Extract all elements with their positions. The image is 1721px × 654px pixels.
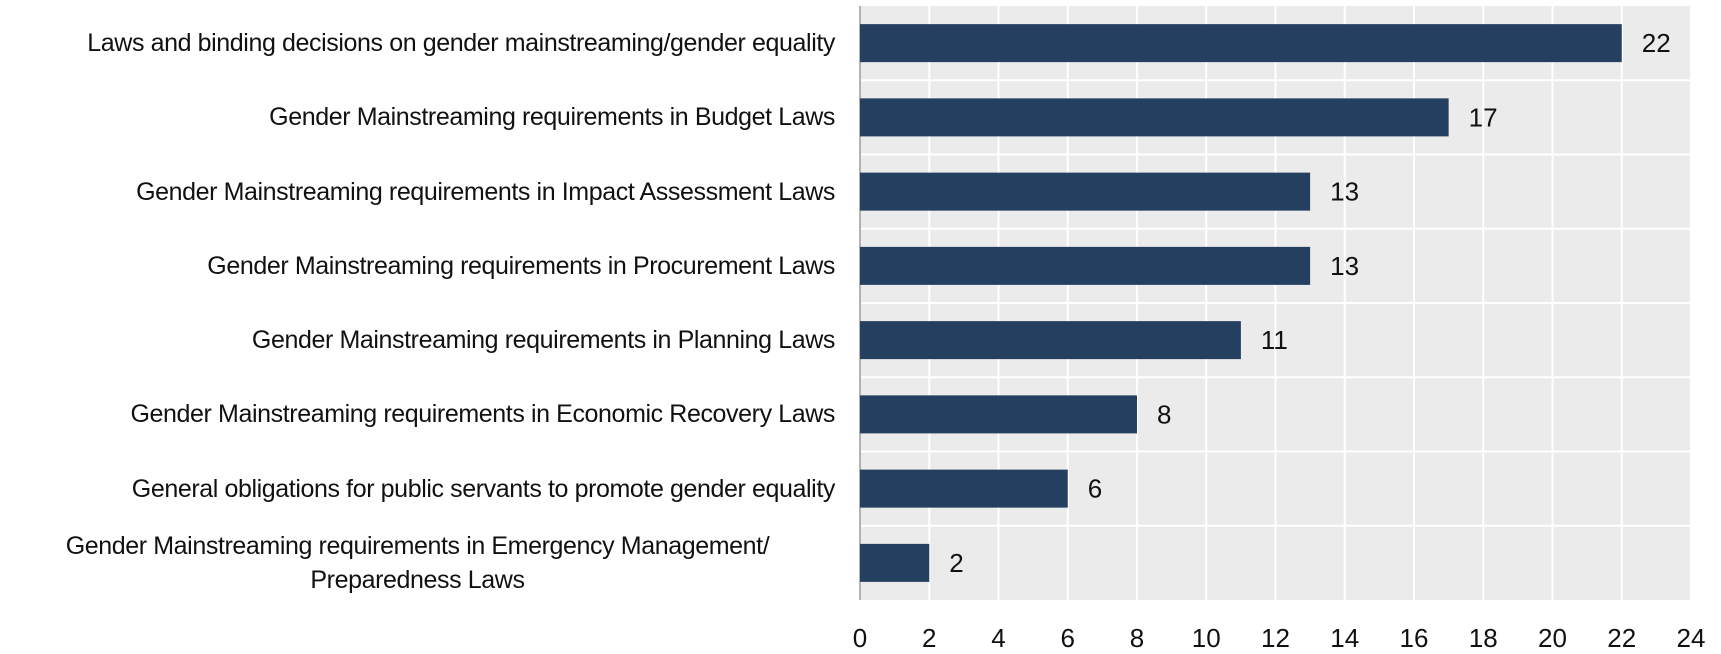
x-tick-label: 4 [991, 623, 1005, 653]
bar [860, 469, 1068, 508]
x-tick-label: 10 [1192, 623, 1221, 653]
bar [860, 98, 1449, 137]
bar [860, 321, 1241, 360]
y-tick-label: General obligations for public servants … [131, 474, 836, 503]
x-tick-label: 18 [1469, 623, 1498, 653]
bar [860, 246, 1311, 285]
bar [860, 172, 1311, 211]
x-tick-label: 22 [1607, 623, 1636, 653]
value-label: 22 [1642, 28, 1671, 58]
y-tick-label: Gender Mainstreaming requirements in Imp… [136, 177, 835, 206]
x-tick-label: 2 [922, 623, 936, 653]
y-tick-label: Gender Mainstreaming requirements in Pla… [251, 326, 835, 355]
value-label: 17 [1469, 102, 1498, 132]
x-tick-label: 16 [1400, 623, 1429, 653]
y-tick-label: Gender Mainstreaming requirements in Eco… [130, 400, 836, 429]
y-tick-label: Gender Mainstreaming requirements in Bud… [269, 103, 835, 132]
value-label: 11 [1261, 325, 1288, 355]
bar [860, 395, 1137, 434]
y-tick-label: Gender Mainstreaming requirements in Eme… [65, 531, 770, 594]
y-tick-label: Gender Mainstreaming requirements in Pro… [207, 251, 835, 280]
x-tick-label: 12 [1261, 623, 1290, 653]
value-label: 2 [949, 548, 963, 578]
value-label: 13 [1330, 177, 1359, 207]
bar [860, 543, 930, 582]
x-tick-label: 24 [1677, 623, 1706, 653]
bar [860, 24, 1622, 63]
value-label: 13 [1330, 251, 1359, 281]
value-label: 8 [1157, 399, 1171, 429]
value-label: 6 [1088, 474, 1102, 504]
x-tick-label: 8 [1130, 623, 1144, 653]
x-tick-label: 20 [1538, 623, 1567, 653]
y-tick-label: Laws and binding decisions on gender mai… [87, 29, 835, 58]
x-tick-label: 0 [853, 623, 867, 653]
x-tick-label: 6 [1061, 623, 1075, 653]
x-tick-label: 14 [1330, 623, 1359, 653]
